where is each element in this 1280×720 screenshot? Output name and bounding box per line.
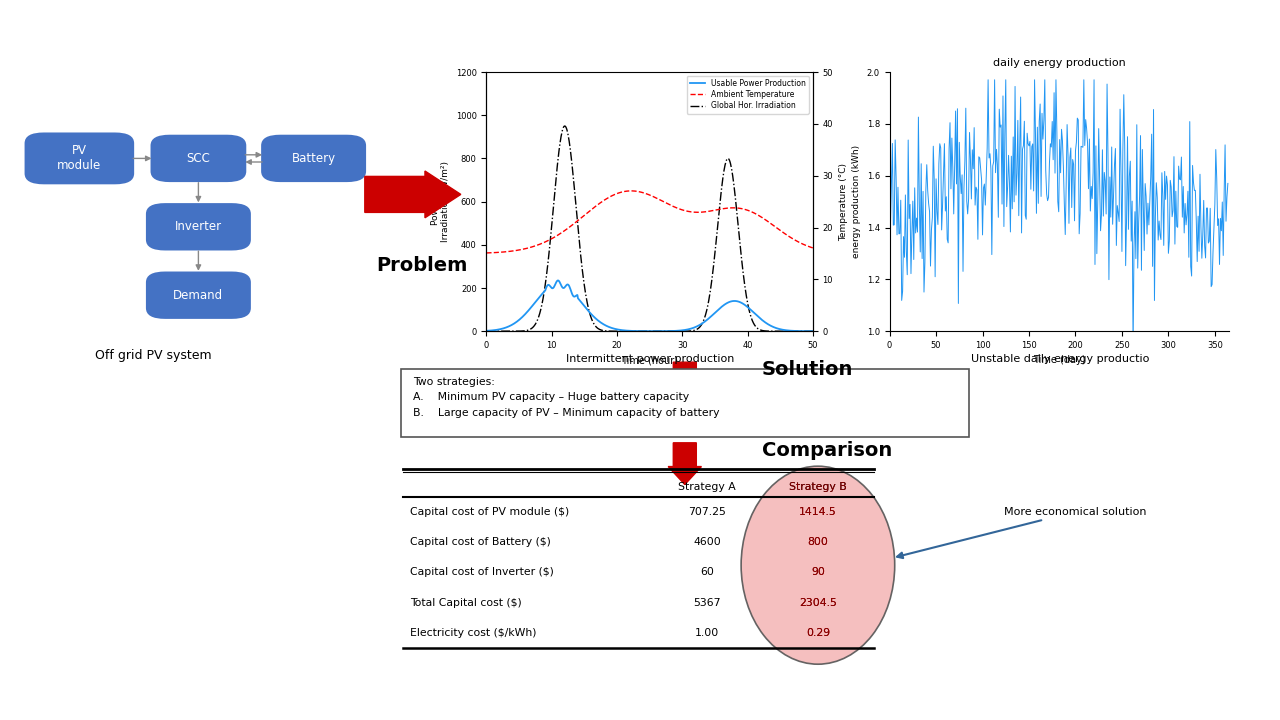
Text: Demand: Demand [173, 289, 224, 302]
Text: Problem: Problem [376, 256, 468, 274]
FancyBboxPatch shape [261, 135, 366, 182]
FancyBboxPatch shape [146, 271, 251, 319]
Text: 60: 60 [700, 567, 714, 577]
FancyBboxPatch shape [146, 203, 251, 251]
Usable Power Production [627, 327, 643, 336]
X-axis label: Time (hour): Time (hour) [621, 356, 678, 366]
FancyArrow shape [668, 362, 701, 404]
Ambient Temperature [627, 186, 643, 195]
Text: 5367: 5367 [694, 598, 721, 608]
Usable Power Production [805, 327, 820, 336]
Text: Intermittent power production: Intermittent power production [566, 354, 735, 364]
FancyBboxPatch shape [151, 135, 246, 182]
Text: 2304.5: 2304.5 [799, 598, 837, 608]
Text: Off grid PV system: Off grid PV system [95, 349, 212, 362]
Line: Global Hor. Irradiation: Global Hor. Irradiation [486, 126, 813, 331]
Text: Battery: Battery [292, 152, 335, 165]
Text: 2304.5: 2304.5 [799, 598, 837, 608]
Text: Capital cost of PV module ($): Capital cost of PV module ($) [410, 507, 568, 517]
Title: daily energy production: daily energy production [993, 58, 1125, 68]
Text: Solution: Solution [762, 360, 852, 379]
FancyArrow shape [668, 443, 701, 485]
Y-axis label: Temperature (°C): Temperature (°C) [838, 163, 847, 240]
Text: Unstable daily energy productio: Unstable daily energy productio [970, 354, 1149, 364]
Text: 0.29: 0.29 [806, 628, 829, 638]
Text: 90: 90 [812, 567, 824, 577]
Usable Power Production [724, 297, 740, 305]
Global Hor. Irradiation [557, 122, 572, 130]
Global Hor. Irradiation [563, 150, 579, 158]
Usable Power Production [698, 318, 713, 326]
Text: Electricity cost ($/kWh): Electricity cost ($/kWh) [410, 628, 536, 638]
Text: 707.25: 707.25 [689, 507, 726, 517]
Usable Power Production [672, 326, 687, 335]
Usable Power Production [536, 287, 552, 296]
Usable Power Production [563, 286, 579, 294]
Text: Two strategies:
A.    Minimum PV capacity – Huge battery capacity
B.    Large ca: Two strategies: A. Minimum PV capacity –… [413, 377, 719, 418]
Line: Usable Power Production: Usable Power Production [486, 281, 813, 331]
Ambient Temperature [698, 207, 713, 216]
Global Hor. Irradiation [698, 312, 713, 321]
Text: 1414.5: 1414.5 [799, 507, 837, 517]
Text: Strategy A: Strategy A [678, 482, 736, 492]
Ellipse shape [741, 467, 895, 664]
Ambient Temperature [536, 238, 552, 247]
Text: Strategy B: Strategy B [788, 482, 847, 492]
Global Hor. Irradiation [536, 288, 552, 297]
Text: Capital cost of Battery ($): Capital cost of Battery ($) [410, 537, 550, 547]
Ambient Temperature [805, 243, 820, 252]
Global Hor. Irradiation [627, 327, 643, 336]
Text: Inverter: Inverter [175, 220, 221, 233]
Ambient Temperature [724, 204, 740, 212]
X-axis label: Time (day): Time (day) [1033, 356, 1085, 366]
Text: 90: 90 [812, 567, 824, 577]
Ambient Temperature [672, 204, 687, 213]
Text: 1.00: 1.00 [695, 628, 719, 638]
Text: 800: 800 [808, 537, 828, 547]
Text: Strategy B: Strategy B [788, 482, 847, 492]
Text: 0.29: 0.29 [806, 628, 829, 638]
Ambient Temperature [563, 222, 579, 231]
Text: PV
module: PV module [58, 145, 101, 172]
FancyBboxPatch shape [401, 369, 969, 437]
Ambient Temperature [623, 186, 639, 195]
Global Hor. Irradiation [672, 327, 687, 336]
Global Hor. Irradiation [805, 327, 820, 336]
Y-axis label: energy production (kWh): energy production (kWh) [852, 145, 861, 258]
Text: Total Capital cost ($): Total Capital cost ($) [410, 598, 521, 608]
Global Hor. Irradiation [724, 171, 740, 180]
FancyArrow shape [365, 171, 461, 217]
Text: 800: 800 [808, 537, 828, 547]
Legend: Usable Power Production, Ambient Temperature, Global Hor. Irradiation: Usable Power Production, Ambient Tempera… [686, 76, 809, 114]
Text: 4600: 4600 [694, 537, 721, 547]
Line: Ambient Temperature: Ambient Temperature [486, 191, 813, 253]
Ambient Temperature [479, 248, 494, 257]
Text: SCC: SCC [187, 152, 210, 165]
Global Hor. Irradiation [479, 327, 494, 336]
Text: 1414.5: 1414.5 [799, 507, 837, 517]
Text: More economical solution: More economical solution [897, 507, 1146, 558]
Text: Comparison: Comparison [762, 441, 892, 460]
Y-axis label: Power (W)
Irradiation (W/m²): Power (W) Irradiation (W/m²) [431, 161, 451, 242]
Usable Power Production [479, 326, 494, 335]
Text: Capital cost of Inverter ($): Capital cost of Inverter ($) [410, 567, 553, 577]
FancyBboxPatch shape [24, 132, 134, 184]
Usable Power Production [550, 276, 566, 285]
